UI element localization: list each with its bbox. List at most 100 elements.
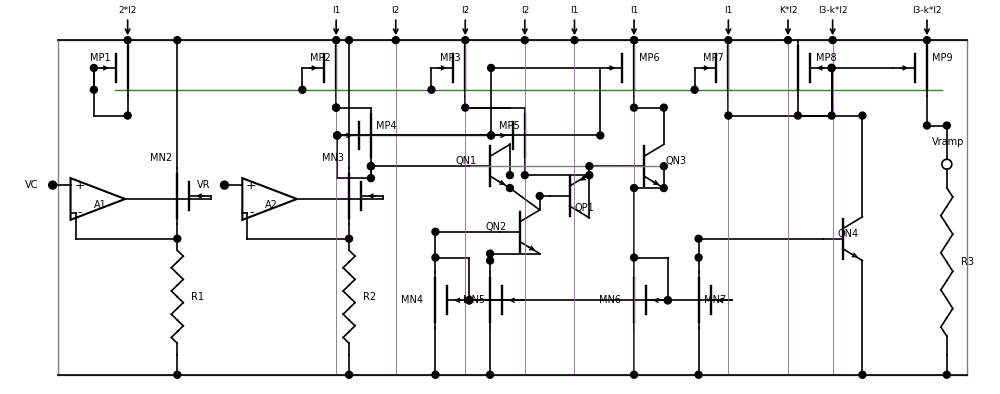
Circle shape — [124, 37, 131, 44]
Text: MN3: MN3 — [322, 153, 344, 163]
Circle shape — [367, 163, 374, 170]
Text: R2: R2 — [363, 292, 376, 302]
Circle shape — [691, 86, 698, 93]
Circle shape — [506, 184, 513, 191]
Circle shape — [536, 193, 543, 199]
Circle shape — [432, 228, 439, 235]
Circle shape — [432, 371, 439, 378]
Circle shape — [571, 37, 578, 44]
Text: 2*I2: 2*I2 — [118, 6, 137, 15]
Text: R1: R1 — [191, 292, 204, 302]
Circle shape — [631, 104, 638, 111]
Circle shape — [586, 172, 593, 178]
Circle shape — [943, 371, 950, 378]
Circle shape — [828, 65, 835, 71]
Circle shape — [521, 172, 528, 178]
Circle shape — [174, 235, 181, 242]
Text: I1: I1 — [570, 6, 579, 15]
Circle shape — [586, 163, 593, 170]
Circle shape — [462, 37, 469, 44]
Circle shape — [487, 257, 494, 264]
Circle shape — [346, 235, 353, 242]
Circle shape — [631, 37, 638, 44]
Circle shape — [725, 112, 732, 119]
Circle shape — [392, 37, 399, 44]
Circle shape — [49, 181, 57, 189]
Text: K*I2: K*I2 — [779, 6, 797, 15]
Circle shape — [346, 371, 353, 378]
Text: QP1: QP1 — [574, 203, 594, 213]
Circle shape — [664, 297, 671, 304]
Text: MN7: MN7 — [704, 295, 726, 305]
Text: I1: I1 — [630, 6, 638, 15]
Circle shape — [466, 297, 473, 304]
Text: QN3: QN3 — [666, 156, 687, 166]
Circle shape — [597, 132, 604, 139]
Circle shape — [333, 104, 340, 111]
Text: I3-k*I2: I3-k*I2 — [912, 6, 942, 15]
Circle shape — [124, 112, 131, 119]
Circle shape — [333, 37, 340, 44]
Text: QN2: QN2 — [485, 222, 506, 232]
Circle shape — [367, 175, 374, 182]
Text: MP6: MP6 — [639, 53, 660, 63]
Circle shape — [664, 297, 671, 304]
Circle shape — [90, 86, 97, 93]
Circle shape — [487, 250, 494, 257]
Text: MP8: MP8 — [816, 53, 836, 63]
Text: Vramp: Vramp — [932, 138, 964, 147]
Text: MP5: MP5 — [499, 121, 520, 130]
Circle shape — [631, 184, 638, 191]
Text: MP9: MP9 — [932, 53, 953, 63]
Circle shape — [828, 65, 835, 71]
Text: I1: I1 — [332, 6, 340, 15]
Circle shape — [174, 371, 181, 378]
Circle shape — [466, 297, 473, 304]
Circle shape — [784, 37, 791, 44]
Circle shape — [367, 163, 374, 170]
Circle shape — [506, 172, 513, 178]
Circle shape — [521, 37, 528, 44]
Text: I1: I1 — [724, 6, 733, 15]
Text: A2: A2 — [265, 200, 278, 210]
Circle shape — [660, 184, 667, 191]
Circle shape — [660, 163, 667, 170]
Text: I2: I2 — [521, 6, 529, 15]
Text: -: - — [249, 206, 254, 219]
Text: I3-k*I2: I3-k*I2 — [818, 6, 847, 15]
Circle shape — [428, 86, 435, 93]
Circle shape — [333, 104, 340, 111]
Circle shape — [631, 254, 638, 261]
Circle shape — [334, 132, 341, 139]
Text: MN4: MN4 — [401, 295, 423, 305]
Circle shape — [462, 104, 469, 111]
Text: I2: I2 — [461, 6, 469, 15]
Text: R3: R3 — [961, 257, 974, 267]
Circle shape — [828, 112, 835, 119]
Text: +: + — [246, 178, 257, 191]
Text: MP2: MP2 — [310, 53, 331, 63]
Text: MP4: MP4 — [376, 121, 397, 130]
Circle shape — [859, 112, 866, 119]
Circle shape — [334, 132, 341, 139]
Circle shape — [432, 254, 439, 261]
Circle shape — [631, 37, 638, 44]
Text: MN6: MN6 — [599, 295, 621, 305]
Circle shape — [346, 37, 353, 44]
Text: QN1: QN1 — [455, 156, 476, 166]
Circle shape — [829, 37, 836, 44]
Text: -: - — [77, 206, 82, 219]
Circle shape — [695, 235, 702, 242]
Text: A1: A1 — [93, 200, 106, 210]
Text: VR: VR — [197, 180, 211, 190]
Circle shape — [466, 297, 473, 304]
Circle shape — [923, 122, 930, 129]
Circle shape — [943, 122, 950, 129]
Circle shape — [90, 65, 97, 71]
Text: MP1: MP1 — [90, 53, 111, 63]
Circle shape — [488, 132, 495, 139]
Text: MP3: MP3 — [440, 53, 460, 63]
Text: MN5: MN5 — [463, 295, 485, 305]
Circle shape — [220, 181, 228, 189]
Circle shape — [487, 371, 494, 378]
